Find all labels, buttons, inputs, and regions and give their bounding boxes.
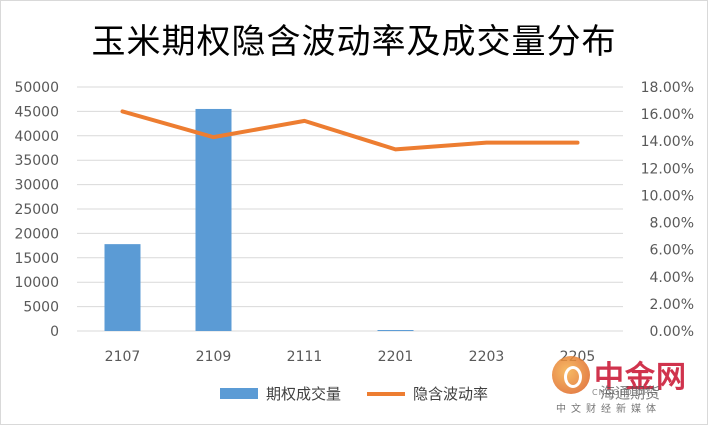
legend-label-volume: 期权成交量 bbox=[265, 385, 341, 403]
x-tick-label: 2203 bbox=[469, 349, 505, 365]
cngold-logo-icon bbox=[552, 356, 590, 394]
y-right-tick-label: 4.00% bbox=[650, 270, 694, 286]
watermark-subtitle: 中文财经新媒体 bbox=[556, 404, 661, 415]
iv-line bbox=[120, 109, 580, 152]
y-left-tick-label: 15000 bbox=[14, 251, 59, 267]
y-right-tick-label: 14.00% bbox=[641, 134, 694, 150]
y-right-tick-label: 2.00% bbox=[650, 297, 694, 313]
y-left-tick-label: 50000 bbox=[14, 80, 59, 96]
x-tick-label: 2109 bbox=[196, 349, 232, 365]
y-left-tick-label: 40000 bbox=[14, 129, 59, 145]
x-tick-label: 2201 bbox=[378, 349, 414, 365]
y-left-tick-label: 30000 bbox=[14, 178, 59, 194]
y-left-tick-label: 20000 bbox=[14, 226, 59, 242]
y-right-tick-label: 18.00% bbox=[641, 80, 694, 96]
legend: 期权成交量 隐含波动率 bbox=[0, 383, 708, 404]
x-tick-label: 2111 bbox=[287, 349, 323, 365]
bar bbox=[195, 108, 232, 332]
legend-label-iv: 隐含波动率 bbox=[413, 385, 489, 403]
y-left-tick-label: 45000 bbox=[14, 104, 59, 120]
watermark-overlay: 海通期货 bbox=[600, 384, 661, 402]
legend-swatch-iv bbox=[367, 391, 405, 396]
y-left-tick-label: 0 bbox=[50, 324, 59, 340]
y-left-tick-label: 5000 bbox=[23, 300, 59, 316]
y-right-tick-label: 8.00% bbox=[650, 216, 694, 232]
y-left-tick-label: 35000 bbox=[14, 153, 59, 169]
y-right-tick-label: 10.00% bbox=[641, 188, 694, 204]
bar bbox=[377, 330, 414, 331]
chart-title: 玉米期权隐含波动率及成交量分布 bbox=[91, 22, 617, 62]
y-left-tick-label: 10000 bbox=[14, 275, 59, 291]
bar bbox=[104, 244, 141, 331]
y-right-tick-label: 0.00% bbox=[650, 324, 694, 340]
legend-swatch-volume bbox=[219, 388, 258, 399]
y-left-tick-label: 25000 bbox=[14, 202, 59, 218]
legend-item-iv: 隐含波动率 bbox=[367, 383, 488, 404]
legend-item-volume: 期权成交量 bbox=[219, 383, 341, 404]
x-tick-label: 2107 bbox=[105, 349, 141, 365]
watermark: 中金网 CNGOLD.ORG 海通期货 中文财经新媒体 bbox=[552, 352, 702, 418]
y-right-tick-label: 16.00% bbox=[641, 107, 694, 123]
y-right-tick-label: 12.00% bbox=[641, 161, 694, 177]
watermark-url: CNGOLD.ORG bbox=[592, 388, 658, 397]
watermark-brand: 中金网 bbox=[594, 360, 687, 395]
y-right-tick-label: 6.00% bbox=[650, 243, 694, 259]
